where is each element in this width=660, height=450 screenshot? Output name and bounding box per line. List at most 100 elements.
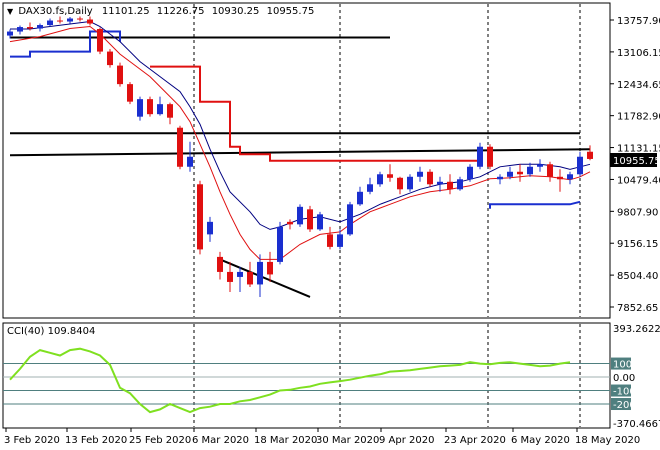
candle[interactable] [457,176,463,191]
candle[interactable] [57,16,63,24]
ohlc-open: 11101.25 [102,6,150,17]
cci-tick-label: 393.2622 [613,324,660,335]
candle[interactable] [217,251,223,280]
candle[interactable] [297,204,303,227]
candle[interactable] [167,102,173,125]
candle[interactable] [447,174,453,195]
cci-axis[interactable]: 393.2622 100 0.00 -100 -200 -370.4667 [611,324,660,430]
candle[interactable] [107,49,113,68]
candle[interactable] [37,23,43,32]
level-line[interactable] [9,148,591,157]
date-tick-label: 13 Feb 2020 [65,435,127,446]
candle-body [37,25,43,29]
candle[interactable] [387,164,393,182]
candle[interactable] [337,229,343,250]
candle[interactable] [367,177,373,195]
candle-body [367,184,373,192]
price-tick-label: 11131.15 [617,144,660,155]
candle[interactable] [147,96,153,117]
candle[interactable] [127,82,133,105]
price-axis[interactable]: 13757.90 13106.15 12434.65 11782.90 11131.15… [610,16,660,314]
candle[interactable] [117,62,123,87]
candle[interactable] [577,151,583,177]
candle-body [127,84,133,102]
candle[interactable] [317,211,323,231]
candle-body [117,65,123,85]
candle[interactable] [157,96,163,116]
symbol-label: DAX30.fs,Daily [18,6,92,17]
candle[interactable] [477,142,483,170]
candle[interactable] [347,201,353,236]
cci-level-badge [611,398,631,411]
candle[interactable] [427,169,433,187]
price-tick-label: 12434.65 [617,80,660,91]
candle-body [67,18,73,22]
cci-tick-label: 100 [613,360,632,371]
candle[interactable] [537,159,543,172]
price-tick-label: 13757.90 [617,16,660,27]
candle[interactable] [47,18,53,27]
candle[interactable] [257,254,263,297]
candle[interactable] [527,162,533,177]
candle[interactable] [587,145,593,161]
candle[interactable] [197,180,203,255]
candle[interactable] [287,219,293,230]
candle[interactable] [357,186,363,206]
candle-body [97,29,103,52]
candle[interactable] [7,29,13,39]
candle[interactable] [27,22,33,31]
candle-body [27,27,33,29]
candle[interactable] [187,141,193,172]
date-tick-label: 9 Apr 2020 [379,435,434,446]
candle[interactable] [397,176,403,195]
candle[interactable] [207,216,213,242]
price-tick-label: 10479.40 [617,175,660,186]
candle-body [407,176,413,190]
candle[interactable] [67,17,73,24]
cci-level-badge [611,357,631,370]
candle[interactable] [137,96,143,121]
candle-body [107,51,113,66]
candle-body [247,271,253,285]
candle[interactable] [497,174,503,185]
candle[interactable] [467,164,473,182]
candle[interactable] [377,171,383,187]
candle-body [277,226,283,262]
candle[interactable] [307,205,313,232]
candle-body [307,209,313,230]
candle[interactable] [407,174,413,192]
candle[interactable] [277,221,283,265]
level-line[interactable] [219,258,311,298]
candle[interactable] [97,27,103,55]
date-tick-label: 6 May 2020 [511,435,570,446]
candle[interactable] [437,176,443,192]
candle[interactable] [567,171,573,185]
candle[interactable] [17,25,23,35]
date-axis[interactable]: 3 Feb 2020 13 Feb 2020 25 Feb 2020 6 Mar 20… [4,428,640,446]
cci-panel-frame[interactable] [2,322,611,429]
candle-body [467,166,473,180]
candle[interactable] [267,251,273,282]
candle[interactable] [507,166,513,180]
candle[interactable] [177,125,183,170]
candle[interactable] [327,226,333,250]
ohlc-low: 10930.25 [212,6,260,17]
candle[interactable] [77,16,83,22]
candle[interactable] [87,16,93,26]
candle-body [527,166,533,175]
candle[interactable] [547,161,553,182]
candle-body [517,171,523,175]
candle[interactable] [417,166,423,182]
candle[interactable] [517,164,523,182]
candle[interactable] [247,261,253,287]
price-tick-label: 13106.15 [617,48,660,59]
candle[interactable] [557,169,563,192]
candle[interactable] [487,144,493,170]
cci-line [9,347,571,414]
moving-average-navy [10,20,591,230]
date-tick-label: 18 May 2020 [575,435,640,446]
candle-body [57,20,63,22]
candle[interactable] [237,266,243,292]
candle-body [207,221,213,235]
candle[interactable] [227,261,233,292]
